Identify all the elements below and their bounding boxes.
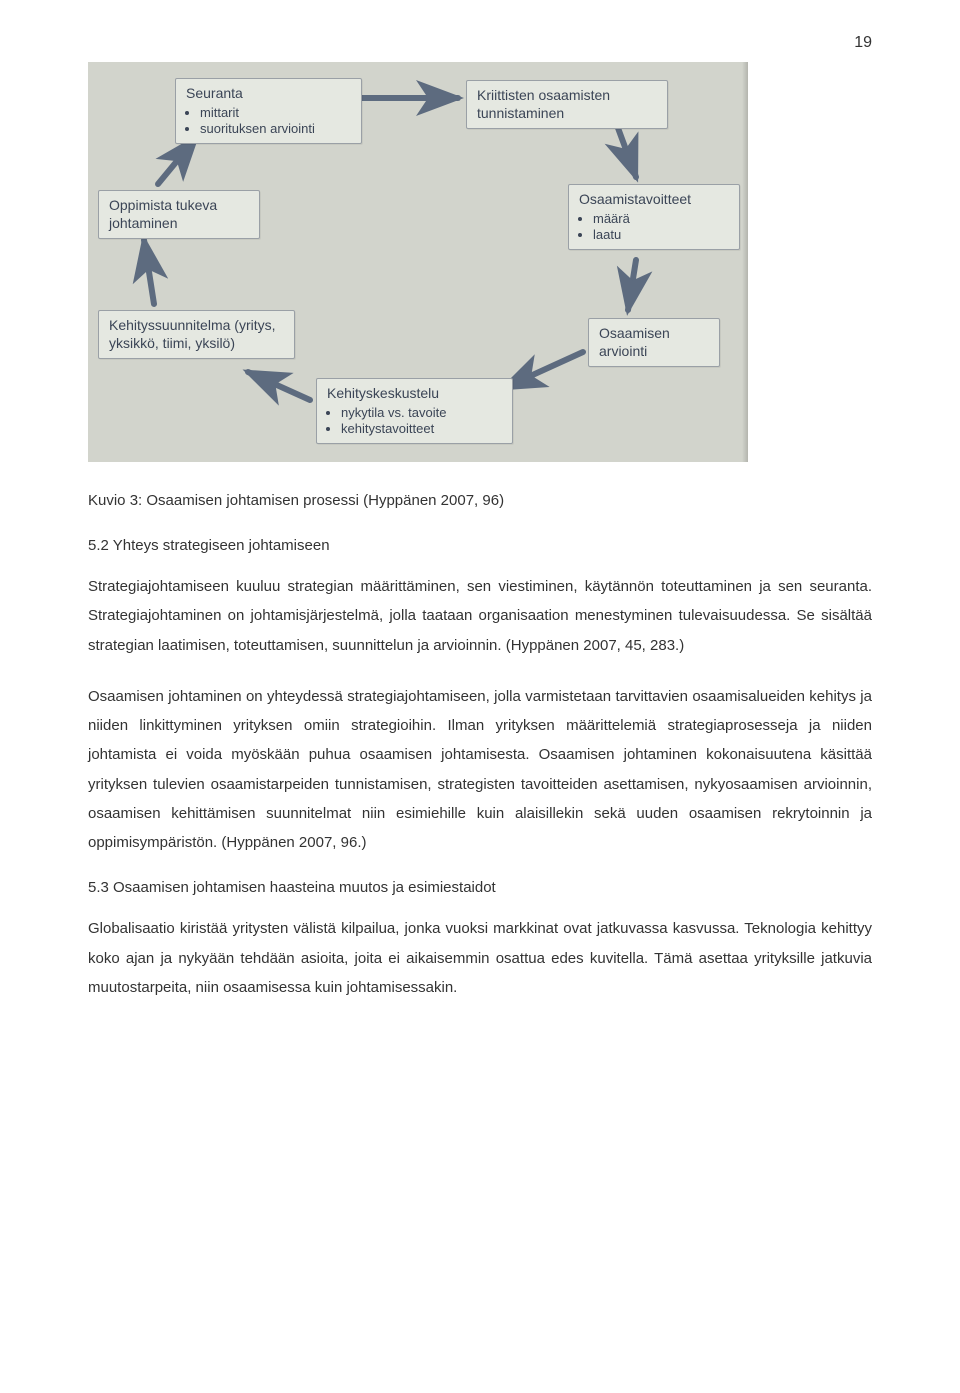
- node-title: Osaamistavoitteet: [579, 191, 729, 209]
- diagram-node-osaamisen_arviointi: Osaamisen arviointi: [588, 318, 720, 367]
- paragraph-1: Strategiajohtamiseen kuuluu strategian m…: [88, 572, 872, 660]
- node-title: Kehityskeskustelu: [327, 385, 502, 403]
- node-bullet: laatu: [593, 227, 729, 243]
- diagram-node-kehityssuunnitelma: Kehityssuunnitelma (yritys, yksikkö, tii…: [98, 310, 295, 359]
- node-bullet: määrä: [593, 211, 729, 227]
- node-bullet: kehitystavoitteet: [341, 421, 502, 437]
- page-number: 19: [88, 34, 872, 52]
- node-title: Kehityssuunnitelma (yritys, yksikkö, tii…: [109, 317, 284, 352]
- node-bullets: mittaritsuorituksen arviointi: [186, 105, 351, 138]
- diagram-node-oppimista: Oppimista tukeva johtaminen: [98, 190, 260, 239]
- paragraph-3: Globalisaatio kiristää yritysten välistä…: [88, 914, 872, 1002]
- node-bullet: mittarit: [200, 105, 351, 121]
- diagram-node-kehityskeskustelu: Kehityskeskustelu nykytila vs. tavoitekeh…: [316, 378, 513, 444]
- node-title: Osaamisen arviointi: [599, 325, 709, 360]
- section-5-2-heading: 5.2 Yhteys strategiseen johtamiseen: [88, 537, 872, 554]
- diagram-node-kriittisten: Kriittisten osaamisten tunnistaminen: [466, 80, 668, 129]
- node-bullet: suorituksen arviointi: [200, 121, 351, 137]
- node-title: Kriittisten osaamisten tunnistaminen: [477, 87, 657, 122]
- node-bullet: nykytila vs. tavoite: [341, 405, 502, 421]
- node-bullets: määrälaatu: [579, 211, 729, 244]
- node-bullets: nykytila vs. tavoitekehitystavoitteet: [327, 405, 502, 438]
- diagram-node-osaamistavoitteet: Osaamistavoitteet määrälaatu: [568, 184, 740, 250]
- page-container: 19 Seuranta mittaritsuorituksen arviointi…: [0, 0, 960, 1074]
- node-title: Oppimista tukeva johtaminen: [109, 197, 249, 232]
- node-title: Seuranta: [186, 85, 351, 103]
- paragraph-2: Osaamisen johtaminen on yhteydessä strat…: [88, 682, 872, 858]
- process-cycle-diagram: Seuranta mittaritsuorituksen arviointi Kri…: [88, 62, 748, 462]
- section-5-3-heading: 5.3 Osaamisen johtamisen haasteina muuto…: [88, 879, 872, 896]
- diagram-node-seuranta: Seuranta mittaritsuorituksen arviointi: [175, 78, 362, 144]
- figure-caption: Kuvio 3: Osaamisen johtamisen prosessi (…: [88, 492, 872, 509]
